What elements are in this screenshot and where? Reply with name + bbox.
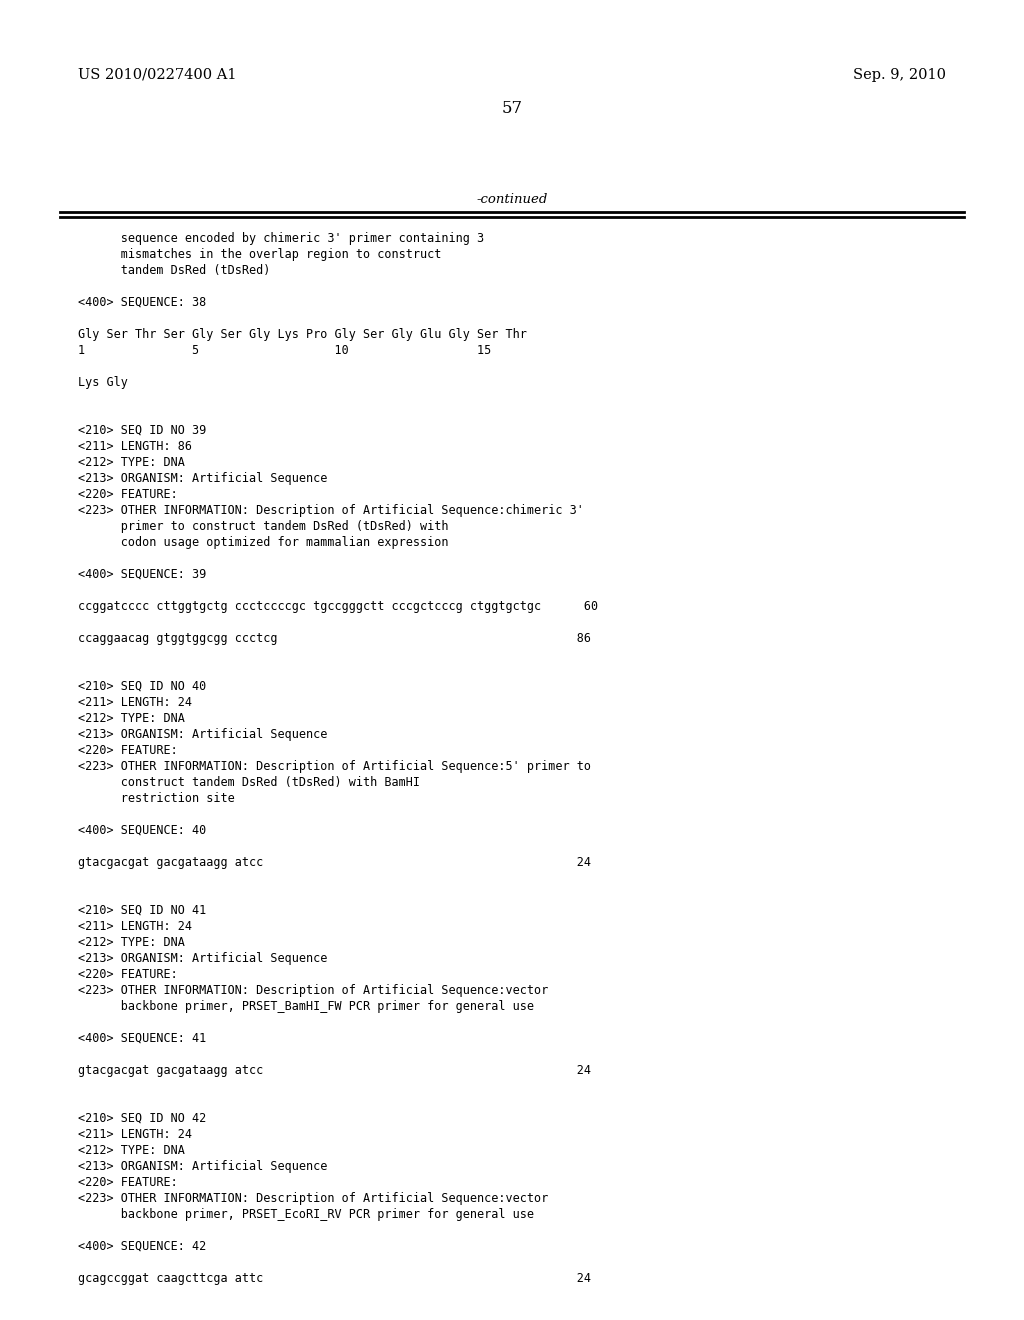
Text: <400> SEQUENCE: 41: <400> SEQUENCE: 41 <box>78 1032 206 1045</box>
Text: ccggatcccc cttggtgctg ccctccccgc tgccgggctt cccgctcccg ctggtgctgc      60: ccggatcccc cttggtgctg ccctccccgc tgccggg… <box>78 601 598 612</box>
Text: <223> OTHER INFORMATION: Description of Artificial Sequence:5' primer to: <223> OTHER INFORMATION: Description of … <box>78 760 591 774</box>
Text: <220> FEATURE:: <220> FEATURE: <box>78 1176 178 1189</box>
Text: <400> SEQUENCE: 40: <400> SEQUENCE: 40 <box>78 824 206 837</box>
Text: <212> TYPE: DNA: <212> TYPE: DNA <box>78 711 185 725</box>
Text: -continued: -continued <box>476 193 548 206</box>
Text: <210> SEQ ID NO 39: <210> SEQ ID NO 39 <box>78 424 206 437</box>
Text: Lys Gly: Lys Gly <box>78 376 128 389</box>
Text: <211> LENGTH: 24: <211> LENGTH: 24 <box>78 920 193 933</box>
Text: ccaggaacag gtggtggcgg ccctcg                                          86: ccaggaacag gtggtggcgg ccctcg 86 <box>78 632 591 645</box>
Text: <213> ORGANISM: Artificial Sequence: <213> ORGANISM: Artificial Sequence <box>78 952 328 965</box>
Text: <213> ORGANISM: Artificial Sequence: <213> ORGANISM: Artificial Sequence <box>78 473 328 484</box>
Text: <211> LENGTH: 86: <211> LENGTH: 86 <box>78 440 193 453</box>
Text: gtacgacgat gacgataagg atcc                                            24: gtacgacgat gacgataagg atcc 24 <box>78 1064 591 1077</box>
Text: backbone primer, PRSET_BamHI_FW PCR primer for general use: backbone primer, PRSET_BamHI_FW PCR prim… <box>78 1001 534 1012</box>
Text: <400> SEQUENCE: 39: <400> SEQUENCE: 39 <box>78 568 206 581</box>
Text: gcagccggat caagcttcga attc                                            24: gcagccggat caagcttcga attc 24 <box>78 1272 591 1284</box>
Text: US 2010/0227400 A1: US 2010/0227400 A1 <box>78 69 237 82</box>
Text: <212> TYPE: DNA: <212> TYPE: DNA <box>78 455 185 469</box>
Text: primer to construct tandem DsRed (tDsRed) with: primer to construct tandem DsRed (tDsRed… <box>78 520 449 533</box>
Text: codon usage optimized for mammalian expression: codon usage optimized for mammalian expr… <box>78 536 449 549</box>
Text: <211> LENGTH: 24: <211> LENGTH: 24 <box>78 1129 193 1140</box>
Text: <210> SEQ ID NO 42: <210> SEQ ID NO 42 <box>78 1111 206 1125</box>
Text: sequence encoded by chimeric 3' primer containing 3: sequence encoded by chimeric 3' primer c… <box>78 232 484 246</box>
Text: <210> SEQ ID NO 40: <210> SEQ ID NO 40 <box>78 680 206 693</box>
Text: mismatches in the overlap region to construct: mismatches in the overlap region to cons… <box>78 248 441 261</box>
Text: <213> ORGANISM: Artificial Sequence: <213> ORGANISM: Artificial Sequence <box>78 729 328 741</box>
Text: <213> ORGANISM: Artificial Sequence: <213> ORGANISM: Artificial Sequence <box>78 1160 328 1173</box>
Text: 1               5                   10                  15: 1 5 10 15 <box>78 345 492 356</box>
Text: 57: 57 <box>502 100 522 117</box>
Text: tandem DsRed (tDsRed): tandem DsRed (tDsRed) <box>78 264 270 277</box>
Text: backbone primer, PRSET_EcoRI_RV PCR primer for general use: backbone primer, PRSET_EcoRI_RV PCR prim… <box>78 1208 534 1221</box>
Text: <223> OTHER INFORMATION: Description of Artificial Sequence:vector: <223> OTHER INFORMATION: Description of … <box>78 983 548 997</box>
Text: <211> LENGTH: 24: <211> LENGTH: 24 <box>78 696 193 709</box>
Text: <220> FEATURE:: <220> FEATURE: <box>78 488 178 502</box>
Text: <212> TYPE: DNA: <212> TYPE: DNA <box>78 936 185 949</box>
Text: <400> SEQUENCE: 38: <400> SEQUENCE: 38 <box>78 296 206 309</box>
Text: restriction site: restriction site <box>78 792 234 805</box>
Text: gtacgacgat gacgataagg atcc                                            24: gtacgacgat gacgataagg atcc 24 <box>78 855 591 869</box>
Text: <223> OTHER INFORMATION: Description of Artificial Sequence:vector: <223> OTHER INFORMATION: Description of … <box>78 1192 548 1205</box>
Text: <210> SEQ ID NO 41: <210> SEQ ID NO 41 <box>78 904 206 917</box>
Text: Sep. 9, 2010: Sep. 9, 2010 <box>853 69 946 82</box>
Text: <220> FEATURE:: <220> FEATURE: <box>78 968 178 981</box>
Text: <212> TYPE: DNA: <212> TYPE: DNA <box>78 1144 185 1158</box>
Text: <220> FEATURE:: <220> FEATURE: <box>78 744 178 756</box>
Text: <223> OTHER INFORMATION: Description of Artificial Sequence:chimeric 3': <223> OTHER INFORMATION: Description of … <box>78 504 584 517</box>
Text: Gly Ser Thr Ser Gly Ser Gly Lys Pro Gly Ser Gly Glu Gly Ser Thr: Gly Ser Thr Ser Gly Ser Gly Lys Pro Gly … <box>78 327 527 341</box>
Text: construct tandem DsRed (tDsRed) with BamHI: construct tandem DsRed (tDsRed) with Bam… <box>78 776 420 789</box>
Text: <400> SEQUENCE: 42: <400> SEQUENCE: 42 <box>78 1239 206 1253</box>
